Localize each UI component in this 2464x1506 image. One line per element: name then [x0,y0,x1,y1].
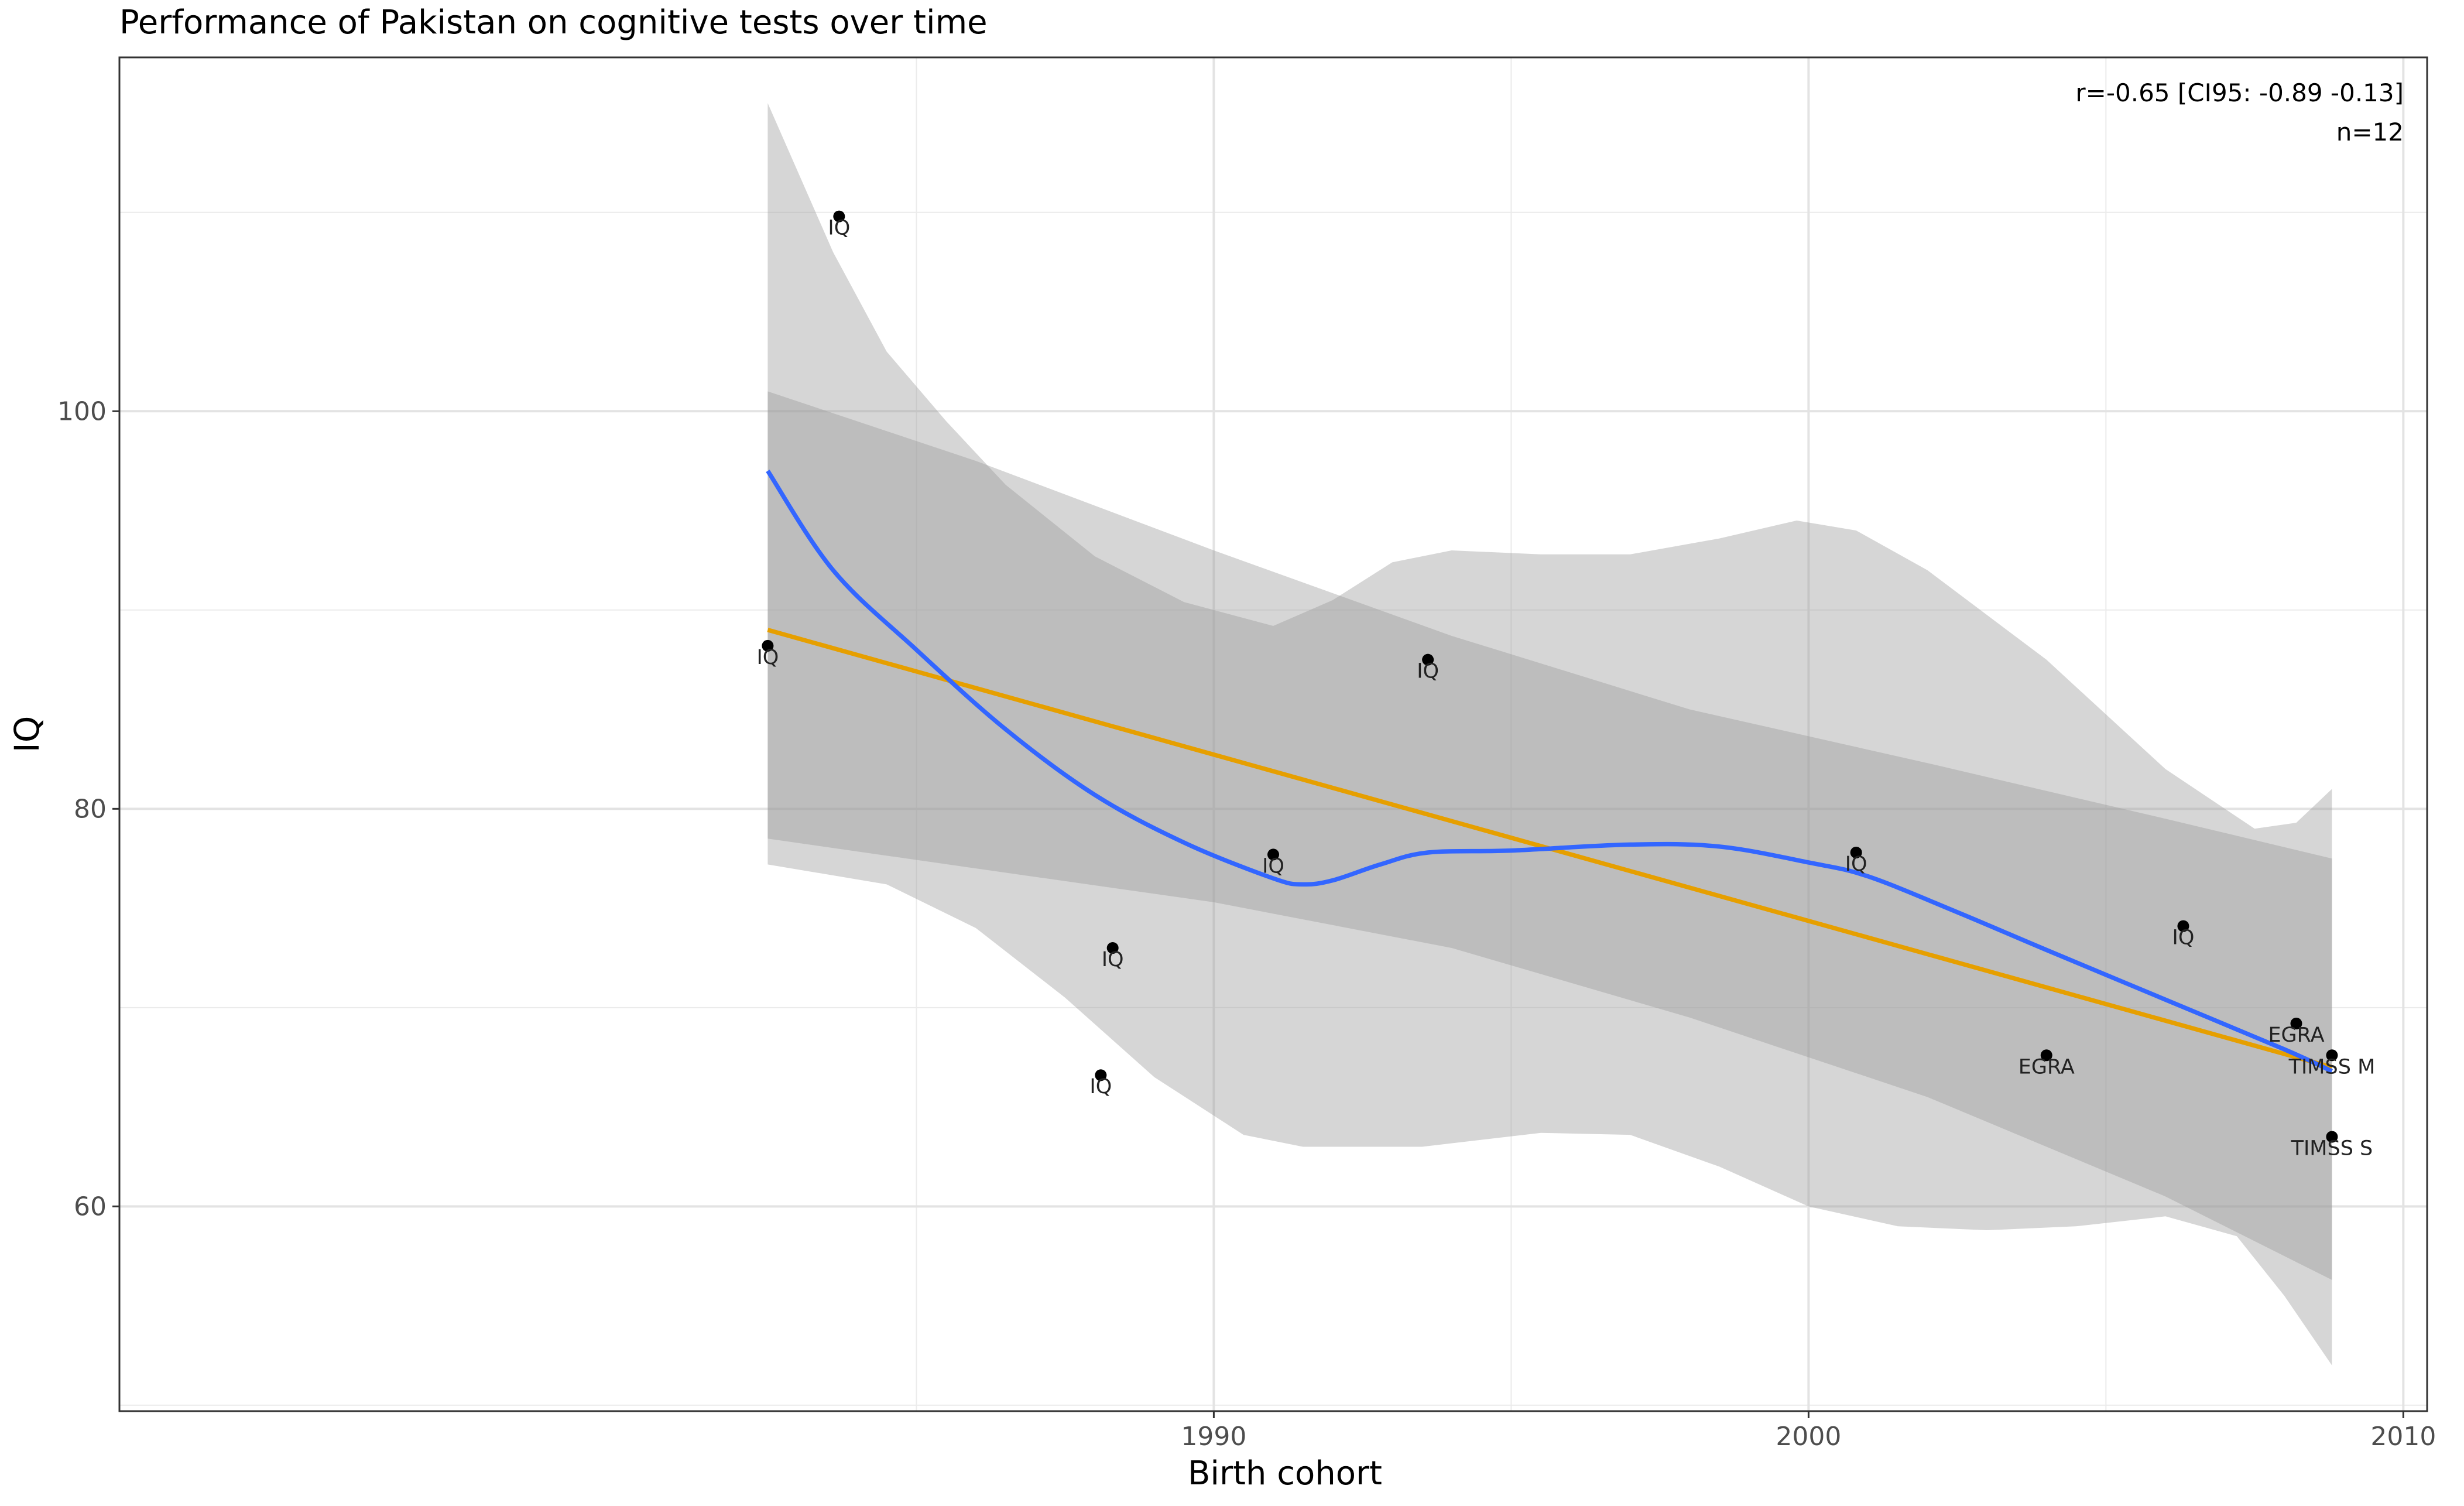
data-point [762,639,774,652]
point-label: EGRA [2019,1055,2075,1079]
x-axis-tick-label: 2010 [2370,1422,2436,1452]
point-label: IQ [756,646,779,669]
y-axis-tick-label: 80 [74,794,107,824]
point-label: IQ [1262,854,1284,878]
x-axis-tick-label: 2000 [1776,1422,1841,1452]
axes: 1990 2000 2010 60 80 100 [57,396,2436,1452]
point-label: TIMSS M [2288,1055,2376,1079]
data-point [2290,1017,2302,1029]
grid [119,57,2427,1411]
point-labels: IQ IQ IQ IQ IQ IQ IQ EGRA IQ EGRA TIMSS M TIMSS S [756,217,2375,1161]
data-point [1106,942,1119,954]
y-axis-tick-label: 100 [57,396,107,426]
point-label: IQ [2172,926,2195,950]
x-axis-tick-label: 1990 [1181,1422,1246,1452]
point-label: TIMSS S [2291,1137,2373,1160]
x-axis-label: Birth cohort [1188,1454,1382,1493]
data-point [1095,1069,1107,1081]
data-point [2326,1131,2338,1143]
data-point [1850,847,1862,859]
data-point [2040,1049,2052,1062]
confidence-bands [767,103,2332,1365]
data-point [833,210,845,223]
fit-lines [766,470,2333,1073]
annotation-line: r=-0.65 [CI95: -0.89 -0.13] [2075,78,2404,107]
linear-confidence-band [767,391,2332,1280]
loess-fit-line [766,470,2333,1073]
plot-panel-border [118,56,2428,1412]
point-label: EGRA [2268,1024,2324,1047]
y-axis-label: IQ [7,716,47,753]
point-label: IQ [828,217,850,240]
chart-title: Performance of Pakistan on cognitive tes… [119,4,988,42]
data-point [2177,920,2189,932]
data-point [1422,653,1434,666]
data-points [762,210,2338,1143]
annotation: r=-0.65 [CI95: -0.89 -0.13] n=12 [2075,78,2404,146]
y-axis-tick-label: 60 [74,1192,107,1221]
point-label: IQ [1089,1075,1112,1098]
loess-confidence-band [767,103,2332,1365]
point-label: IQ [1102,948,1124,971]
point-label: IQ [1417,660,1439,683]
annotation-line: n=12 [2336,118,2404,146]
data-point [1267,848,1279,861]
point-label: IQ [1845,853,1867,876]
data-point [2326,1049,2338,1062]
